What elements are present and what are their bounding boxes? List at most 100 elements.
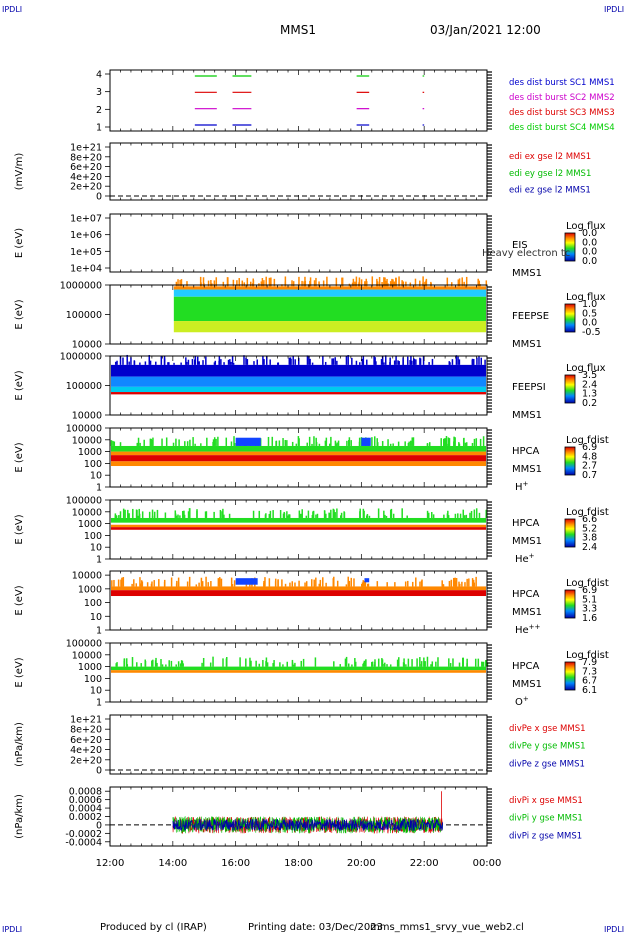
hpca_he2-speckle [421, 579, 423, 587]
hpca_o-speckle [140, 663, 142, 667]
edi-legend-entry: edi ey gse l2 MMS1 [509, 169, 591, 179]
feepse-speckle [360, 279, 363, 287]
hpca_o-y-tick-label: 100 [84, 674, 102, 685]
hpca_h-speckle [465, 442, 468, 446]
hpca_h-speckle [295, 443, 298, 446]
hpca_h-speckle [313, 436, 315, 446]
hpca_he1-speckle [328, 512, 330, 518]
hpca_he1-speckle [359, 511, 361, 518]
feepse-speckle [246, 277, 249, 287]
hpca_he1-speckle [463, 515, 466, 518]
feepse-speckle [378, 277, 381, 287]
hpca_o-speckle [458, 662, 461, 667]
hpca_o-speckle [339, 664, 341, 667]
feepsi-speckle [198, 361, 200, 365]
hpca_h-speckle [318, 443, 321, 446]
hpca_o-speckle [180, 660, 183, 667]
feepsi-speckle [218, 356, 221, 365]
feepsi-speckle [362, 355, 365, 365]
hpca_h-y-tick-label: 100000 [66, 424, 102, 435]
hpca_he2-colorbar [564, 589, 576, 619]
hpca_h-speckle [337, 440, 340, 446]
feepse-speckle [243, 282, 246, 287]
eis-colorbar-title: Log flux [566, 221, 606, 232]
hpca_h-speckle [387, 439, 389, 446]
hpca_o-speckle [144, 661, 147, 667]
hpca_h-speckle [482, 436, 485, 446]
divpe-y-tick-label: 0 [96, 766, 102, 777]
hpca_he1-speckle [151, 515, 154, 518]
hpca_h-speckle [215, 438, 217, 446]
hpca_h-speckle [315, 442, 318, 446]
hpca_h-speckle [479, 438, 482, 446]
hpca_o-speckle [131, 657, 134, 667]
hpca_he2-speckle [133, 579, 135, 587]
hpca_o-speckle [272, 663, 274, 667]
burst-frame [109, 69, 488, 132]
hpca_he1-speckle [377, 508, 380, 518]
feepsi-speckle [331, 358, 333, 365]
hpca_he1-speckle [406, 515, 408, 518]
feepsi-speckle [398, 361, 400, 365]
hpca_h-speckle [212, 439, 215, 446]
feepsi-speckle [126, 354, 128, 365]
hpca_h-speckle [184, 441, 186, 446]
feepsi-speckle [480, 357, 483, 365]
feepsi-speckle [375, 361, 377, 365]
hpca_h-patch [235, 437, 261, 446]
hpca_o-speckle [239, 657, 241, 667]
hpca_he2-speckle [450, 580, 453, 587]
feepse-speckle [354, 281, 356, 287]
hpca_o-speckle [156, 662, 158, 667]
hpca_o-speckle [258, 663, 261, 667]
hpca_h-speckle [458, 442, 460, 446]
divpi-y-tick-label: -0.0004 [65, 837, 102, 848]
hpca_o-speckle [351, 664, 353, 667]
hpca_he2-speckle [170, 577, 173, 587]
feepse-speckle [236, 280, 238, 287]
hpca_he1-y-tick-label: 100000 [66, 496, 102, 507]
hpca_h-speckle [137, 437, 140, 446]
feepse-speckle [430, 281, 432, 287]
hpca_h-speckle [371, 437, 373, 446]
hpca_he2-speckle [452, 577, 455, 587]
divpi-y-tick-label: 0 [96, 820, 102, 831]
feepse-speckle [269, 278, 271, 287]
hpca_o-speckle [481, 661, 484, 667]
feepsi-speckle [205, 356, 207, 365]
hpca_he1-speckle [478, 512, 481, 518]
hpca_o-colorbar-tick-label: 6.7 [582, 676, 597, 687]
feepse-speckle [383, 277, 385, 287]
feepsi-speckle [191, 359, 194, 365]
hpca_he2-speckle [364, 581, 367, 587]
hpca_o-speckle [300, 660, 303, 667]
hpca_h-speckle [445, 435, 448, 446]
hpca_he2-speckle [158, 579, 160, 587]
hpca_h-speckle [330, 436, 332, 446]
feepse-speckle [424, 281, 426, 287]
hpca_h-colorbar [564, 446, 576, 476]
feepsi-band [111, 392, 486, 395]
eis-colorbar-tick-label: 0.0 [582, 228, 597, 239]
hpca_h-speckle [376, 438, 378, 446]
hpca_he2-speckle [336, 580, 339, 587]
hpca_he1-speckle [153, 511, 156, 518]
hpca_h-colorbar-tick-label: 6.9 [582, 442, 597, 453]
hpca_h-speckle [328, 443, 331, 446]
feepse-speckle [180, 279, 183, 287]
hpca_o-speckle [402, 662, 405, 667]
hpca_h-speckle [374, 436, 376, 446]
hpca_h-speckle [404, 441, 406, 446]
hpca_he2-speckle [205, 576, 207, 587]
feepse-speckle [477, 278, 479, 287]
feepsi-speckle [457, 356, 459, 365]
hpca_he2-speckle [461, 581, 463, 587]
hpca_h-y-tick-label: 1 [96, 483, 102, 494]
feepsi-speckle [262, 356, 264, 365]
hpca_he1-speckle [264, 514, 267, 518]
feepse-speckle [425, 278, 428, 287]
hpca_h-speckle [324, 440, 327, 446]
feepse-speckle [364, 281, 366, 287]
